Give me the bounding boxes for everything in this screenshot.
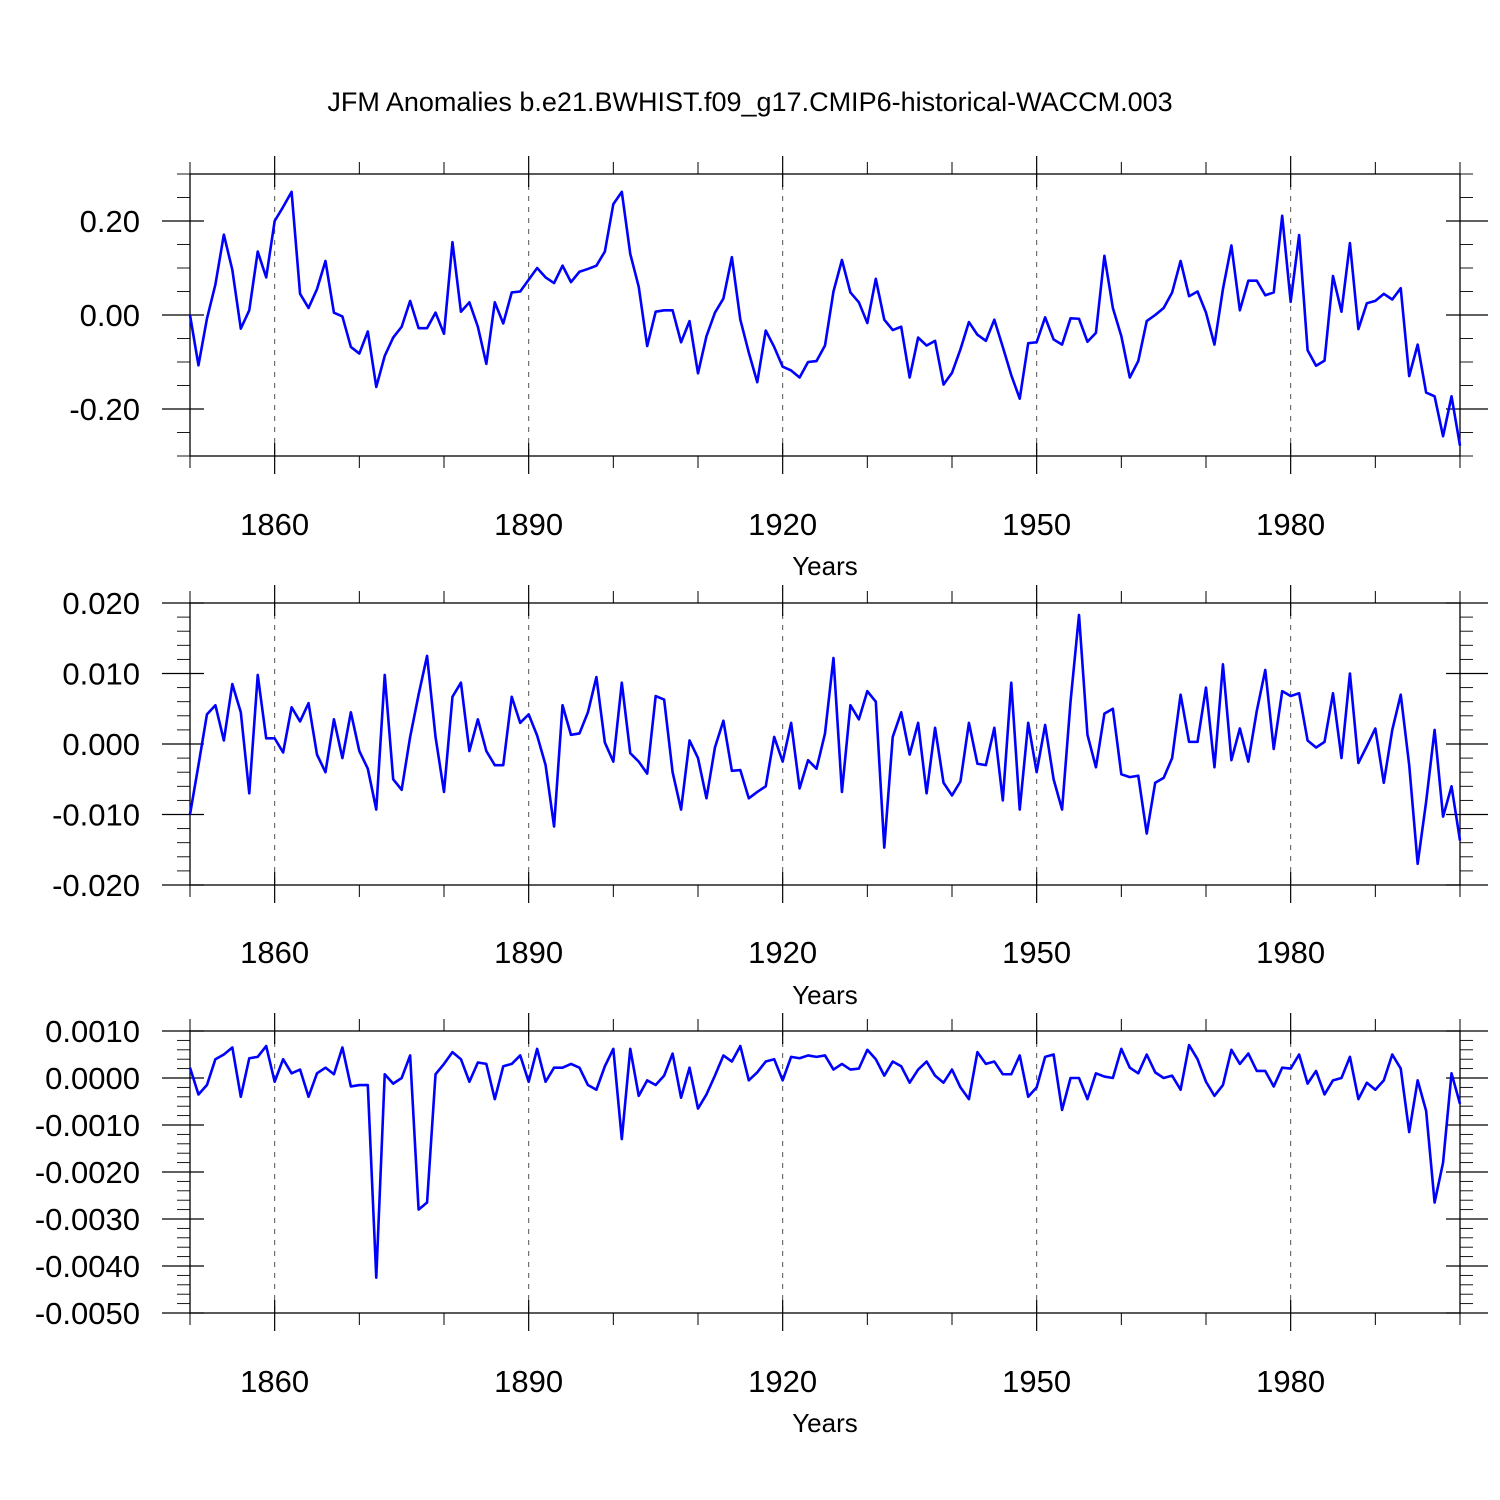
y-axis-title: Sib Ice Area 1013 m2 <box>0 1060 26 1284</box>
svg-text:Sib Ice Area 1013 m2: Sib Ice Area 1013 m2 <box>0 1060 26 1284</box>
x-tick-label: 1980 <box>1256 507 1325 542</box>
y-axis-title-text: Sib Ice Area 10 <box>0 1114 26 1284</box>
y-axis-title-exponent: 13 <box>38 224 55 242</box>
x-tick-label: 1860 <box>240 1364 309 1399</box>
y-tick-label: 0.0010 <box>45 1014 140 1049</box>
y-axis-title: Sib Snow Volume 1013 m3 <box>18 601 48 886</box>
y-tick-label: -0.020 <box>52 868 140 903</box>
y-tick-label: -0.0050 <box>35 1296 140 1331</box>
chart-title: JFM Anomalies b.e21.BWHIST.f09_g17.CMIP6… <box>327 87 1172 117</box>
y-axis-title: Sib Ice Volume 1013 m3 <box>38 187 68 443</box>
y-tick-label: -0.20 <box>69 392 140 427</box>
y-axis-title-exponent: 13 <box>18 638 35 656</box>
x-tick-label: 1890 <box>494 1364 563 1399</box>
x-tick-label: 1920 <box>748 507 817 542</box>
y-axis-title-unit: m <box>20 610 48 638</box>
x-tick-label: 1890 <box>494 935 563 970</box>
svg-text:Sib Ice Volume 1013 m3: Sib Ice Volume 1013 m3 <box>38 187 68 443</box>
y-tick-label: 0.000 <box>62 727 140 762</box>
y-tick-label: 0.010 <box>62 657 140 692</box>
y-tick-label: -0.010 <box>52 798 140 833</box>
series-line <box>188 190 1462 446</box>
x-tick-label: 1950 <box>1002 1364 1071 1399</box>
x-axis-title: Years <box>792 980 858 1010</box>
x-tick-label: 1950 <box>1002 935 1071 970</box>
panel-snow-volume: Sib Snow Volume 1013 m3 Years -0.020 -0.0… <box>18 585 1488 1010</box>
svg-text:Sib Snow Volume 1013 m3: Sib Snow Volume 1013 m3 <box>18 601 48 886</box>
y-axis-title-unit-exponent: 2 <box>0 1060 13 1069</box>
y-axis-title-exponent: 13 <box>0 1097 13 1115</box>
series-line <box>188 1043 1462 1280</box>
y-tick-label: -0.0020 <box>35 1155 140 1190</box>
x-tick-label: 1860 <box>240 507 309 542</box>
y-tick-label: 0.0000 <box>45 1061 140 1096</box>
x-tick-label: 1950 <box>1002 507 1071 542</box>
panel-ice-area: Sib Ice Area 1013 m2 Years -0.0050 -0.004… <box>0 1013 1488 1438</box>
y-axis-title-unit-exponent: 3 <box>18 601 35 610</box>
x-tick-label: 1920 <box>748 1364 817 1399</box>
y-tick-label: -0.0030 <box>35 1202 140 1237</box>
x-tick-label: 1860 <box>240 935 309 970</box>
y-tick-label: 0.20 <box>80 204 140 239</box>
x-axis-title: Years <box>792 1408 858 1438</box>
y-tick-label: 0.020 <box>62 586 140 621</box>
y-tick-label: 0.00 <box>80 298 140 333</box>
y-axis-title-unit-exponent: 3 <box>38 187 55 196</box>
x-tick-label: 1980 <box>1256 1364 1325 1399</box>
y-axis-title-unit: m <box>40 196 68 224</box>
y-tick-label: -0.0010 <box>35 1108 140 1143</box>
x-tick-label: 1890 <box>494 507 563 542</box>
y-tick-label: -0.0040 <box>35 1249 140 1284</box>
y-axis-title-text: Sib Snow Volume 10 <box>20 656 48 887</box>
y-axis-title-text: Sib Ice Volume 10 <box>40 241 68 443</box>
panel-ice-volume: Sib Ice Volume 1013 m3 Years -0.20 0.00 0.… <box>38 156 1488 581</box>
x-tick-label: 1920 <box>748 935 817 970</box>
plot-frame <box>189 173 1461 457</box>
x-axis-title: Years <box>792 551 858 581</box>
y-axis-title-unit: m <box>0 1069 26 1097</box>
x-tick-label: 1980 <box>1256 935 1325 970</box>
series-line <box>188 613 1462 866</box>
